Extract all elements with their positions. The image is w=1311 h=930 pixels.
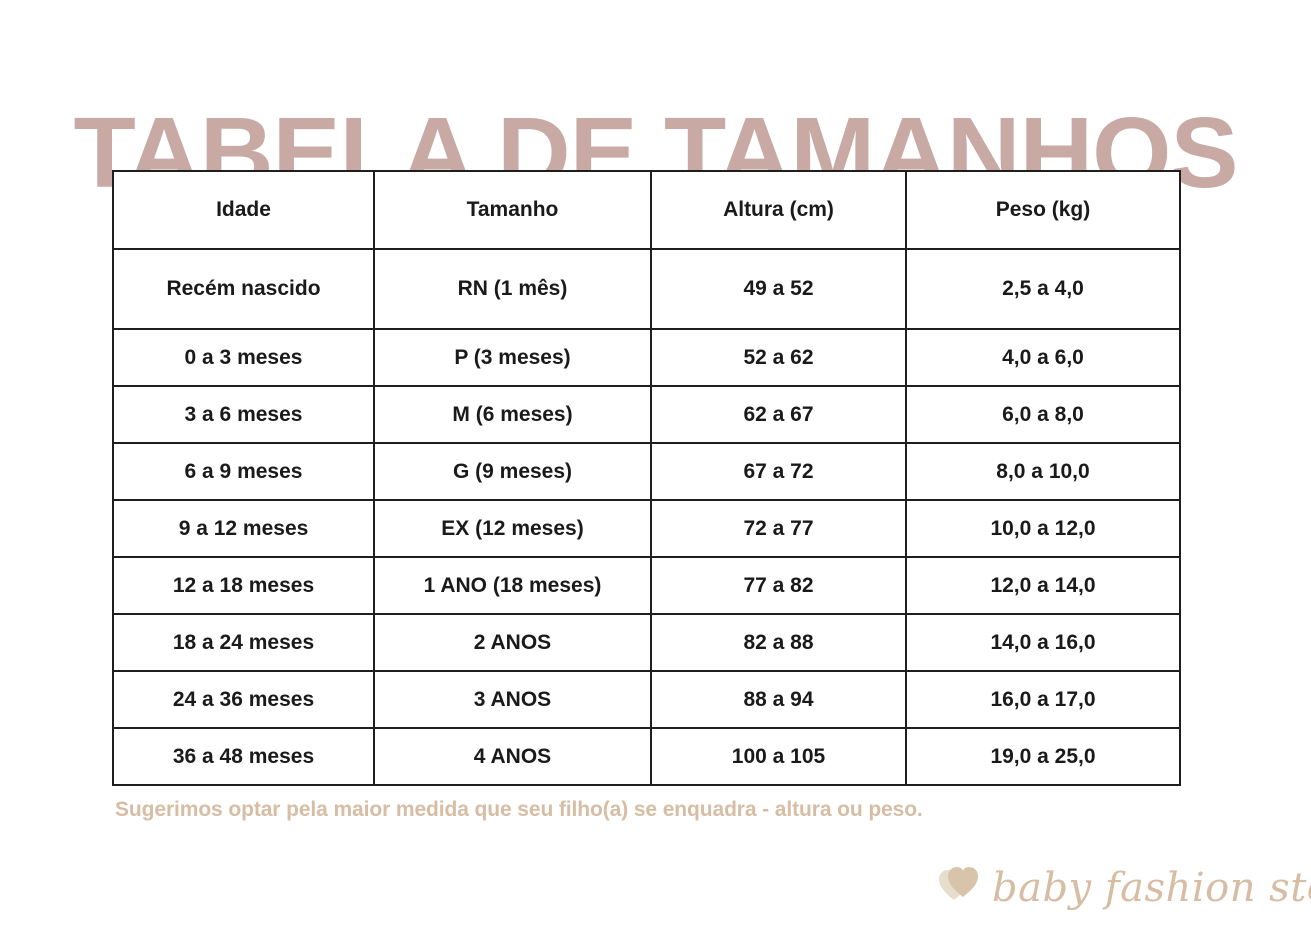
cell-tamanho: EX (12 meses) [373, 499, 652, 558]
cell-idade: 6 a 9 meses [112, 442, 375, 501]
column-header-tamanho: Tamanho [373, 170, 652, 250]
cell-tamanho: RN (1 mês) [373, 248, 652, 330]
cell-peso: 2,5 a 4,0 [905, 248, 1181, 330]
table-row: 6 a 9 meses G (9 meses) 67 a 72 8,0 a 10… [112, 442, 1181, 501]
brand-logo-text: baby fashion store [992, 865, 1311, 911]
column-header-altura: Altura (cm) [650, 170, 907, 250]
table-body: Recém nascido RN (1 mês) 49 a 52 2,5 a 4… [112, 248, 1181, 786]
table-row: 36 a 48 meses 4 ANOS 100 a 105 19,0 a 25… [112, 727, 1181, 786]
cell-altura: 82 a 88 [650, 613, 907, 672]
cell-altura: 88 a 94 [650, 670, 907, 729]
cell-altura: 49 a 52 [650, 248, 907, 330]
cell-idade: 0 a 3 meses [112, 328, 375, 387]
cell-peso: 4,0 a 6,0 [905, 328, 1181, 387]
cell-peso: 19,0 a 25,0 [905, 727, 1181, 786]
table-row: 18 a 24 meses 2 ANOS 82 a 88 14,0 a 16,0 [112, 613, 1181, 672]
table-header: Idade Tamanho Altura (cm) Peso (kg) [112, 170, 1181, 250]
cell-tamanho: P (3 meses) [373, 328, 652, 387]
cell-idade: 3 a 6 meses [112, 385, 375, 444]
table-row: 12 a 18 meses 1 ANO (18 meses) 77 a 82 1… [112, 556, 1181, 615]
cell-peso: 8,0 a 10,0 [905, 442, 1181, 501]
cell-tamanho: 1 ANO (18 meses) [373, 556, 652, 615]
cell-idade: 18 a 24 meses [112, 613, 375, 672]
cell-idade: 12 a 18 meses [112, 556, 375, 615]
cell-peso: 10,0 a 12,0 [905, 499, 1181, 558]
cell-peso: 14,0 a 16,0 [905, 613, 1181, 672]
cell-tamanho: 2 ANOS [373, 613, 652, 672]
cell-tamanho: 3 ANOS [373, 670, 652, 729]
cell-tamanho: G (9 meses) [373, 442, 652, 501]
heart-icon [938, 865, 982, 907]
cell-tamanho: 4 ANOS [373, 727, 652, 786]
size-table: Idade Tamanho Altura (cm) Peso (kg) Recé… [112, 170, 1181, 786]
cell-altura: 77 a 82 [650, 556, 907, 615]
cell-peso: 6,0 a 8,0 [905, 385, 1181, 444]
cell-idade: 9 a 12 meses [112, 499, 375, 558]
table-row: 0 a 3 meses P (3 meses) 52 a 62 4,0 a 6,… [112, 328, 1181, 387]
brand-logo: baby fashion store [938, 856, 1311, 920]
cell-idade: Recém nascido [112, 248, 375, 330]
size-table-container: Idade Tamanho Altura (cm) Peso (kg) Recé… [112, 170, 1181, 786]
cell-peso: 16,0 a 17,0 [905, 670, 1181, 729]
cell-peso: 12,0 a 14,0 [905, 556, 1181, 615]
cell-altura: 62 a 67 [650, 385, 907, 444]
cell-tamanho: M (6 meses) [373, 385, 652, 444]
table-header-row: Idade Tamanho Altura (cm) Peso (kg) [112, 170, 1181, 250]
table-row: Recém nascido RN (1 mês) 49 a 52 2,5 a 4… [112, 248, 1181, 330]
cell-altura: 72 a 77 [650, 499, 907, 558]
table-row: 24 a 36 meses 3 ANOS 88 a 94 16,0 a 17,0 [112, 670, 1181, 729]
cell-altura: 52 a 62 [650, 328, 907, 387]
column-header-peso: Peso (kg) [905, 170, 1181, 250]
table-row: 9 a 12 meses EX (12 meses) 72 a 77 10,0 … [112, 499, 1181, 558]
cell-idade: 36 a 48 meses [112, 727, 375, 786]
cell-altura: 67 a 72 [650, 442, 907, 501]
footnote-text: Sugerimos optar pela maior medida que se… [115, 798, 923, 821]
cell-idade: 24 a 36 meses [112, 670, 375, 729]
column-header-idade: Idade [112, 170, 375, 250]
cell-altura: 100 a 105 [650, 727, 907, 786]
table-row: 3 a 6 meses M (6 meses) 62 a 67 6,0 a 8,… [112, 385, 1181, 444]
